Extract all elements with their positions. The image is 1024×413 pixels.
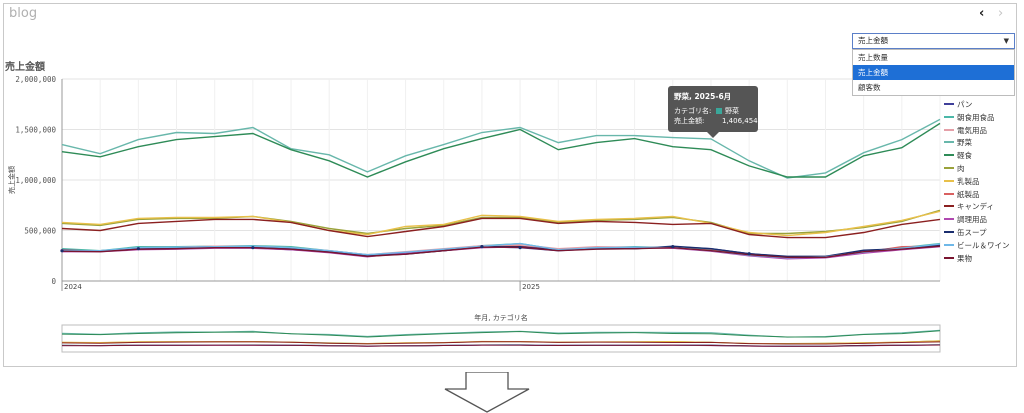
legend-line-icon — [944, 128, 954, 131]
legend-label: ビール＆ワイン — [957, 240, 1010, 250]
navigator-label: 年月, カテゴリ名 — [474, 313, 527, 322]
measure-select-menu: 売上数量売上金額顧客数 — [852, 49, 1015, 96]
legend-line-icon — [944, 218, 954, 221]
legend-label: 軽食 — [957, 151, 972, 161]
data-point — [480, 245, 484, 249]
tooltip-value: 1,406,454 — [722, 117, 758, 125]
tooltip-title: 野菜, 2025-6月 — [674, 92, 732, 101]
data-point — [671, 245, 675, 249]
legend-label: 果物 — [957, 253, 972, 263]
tooltip-row-amount: 売上金額: 1,406,454 — [674, 116, 758, 126]
data-point — [60, 249, 64, 253]
legend-label: パン — [957, 100, 973, 109]
legend-label: 調理用品 — [957, 215, 987, 225]
data-point — [518, 246, 522, 250]
series-swatch-icon — [716, 108, 722, 114]
measure-option[interactable]: 顧客数 — [858, 83, 881, 92]
chevron-down-icon: ▼ — [1003, 37, 1009, 45]
chart-title: 売上金額 — [5, 62, 45, 73]
series-line — [61, 217, 941, 239]
legend-label: 朝食用食品 — [957, 112, 995, 122]
tooltip-tail — [707, 132, 719, 138]
y-tick-label: 1,500,000 — [15, 126, 56, 135]
data-point — [136, 247, 140, 251]
tooltip-key: カテゴリ名: — [674, 107, 712, 115]
legend-line-icon — [944, 230, 954, 233]
series-line — [61, 209, 941, 235]
legend-label: キャンディ — [957, 202, 994, 212]
navigator-frame — [61, 324, 941, 353]
legend-item[interactable]: キャンディ — [944, 201, 1010, 214]
legend-line-icon — [944, 103, 954, 105]
legend-item[interactable]: 電気用品 — [944, 125, 1010, 138]
x-year-label: 2025 — [522, 283, 540, 291]
legend-item[interactable]: 野菜 — [944, 137, 1010, 150]
next-page-button[interactable]: › — [998, 6, 1004, 21]
y-tick-label: 1,000,000 — [15, 176, 56, 185]
legend-item[interactable]: 缶スープ — [944, 227, 1010, 240]
legend-item[interactable]: 調理用品 — [944, 214, 1010, 227]
page-title: blog — [9, 6, 38, 21]
legend-label: 野菜 — [957, 138, 972, 148]
legend-item[interactable]: 果物 — [944, 253, 1010, 266]
legend-item[interactable]: 紙製品 — [944, 189, 1010, 202]
tooltip-row-category: カテゴリ名: 野菜 — [674, 106, 752, 116]
measure-select-value: 売上金額 — [858, 36, 888, 45]
legend-line-icon — [944, 256, 954, 259]
legend-line-icon — [944, 141, 954, 144]
measure-option[interactable]: 売上金額 — [853, 65, 1014, 80]
legend-item[interactable]: ビール＆ワイン — [944, 240, 1010, 253]
legend-line-icon — [944, 154, 954, 157]
legend-label: 缶スープ — [957, 227, 987, 237]
series-line — [61, 118, 941, 179]
legend-item[interactable]: 乳製品 — [944, 176, 1010, 189]
legend-line-icon — [944, 115, 954, 118]
y-tick-label: 500,000 — [24, 227, 56, 236]
y-tick-label: 0 — [51, 277, 56, 286]
legend-item[interactable]: 朝食用食品 — [944, 112, 1010, 125]
legend-label: 紙製品 — [957, 189, 980, 199]
legend-line-icon — [944, 205, 954, 208]
tooltip-key: 売上金額: — [674, 117, 705, 125]
series-line — [61, 245, 941, 258]
measure-select[interactable]: 売上金額 ▼ — [852, 33, 1015, 49]
legend-line-icon — [944, 179, 954, 182]
legend-label: 肉 — [957, 163, 965, 173]
measure-option[interactable]: 売上数量 — [858, 53, 888, 62]
legend-label: 乳製品 — [957, 176, 980, 186]
arrow-down-icon — [444, 372, 530, 413]
legend-item[interactable]: パン — [944, 99, 1010, 112]
navigator-series-line — [62, 344, 941, 347]
legend-line-icon — [944, 243, 954, 246]
series-line — [61, 122, 941, 178]
legend-line-icon — [944, 192, 954, 195]
chart-legend: パン朝食用食品電気用品野菜軽食肉乳製品紙製品キャンディ調理用品缶スープビール＆ワ… — [944, 99, 1010, 265]
chart-tooltip: 野菜, 2025-6月 カテゴリ名: 野菜 売上金額: 1,406,454 — [668, 86, 758, 138]
data-point — [251, 246, 255, 250]
legend-line-icon — [944, 166, 954, 169]
legend-item[interactable]: 軽食 — [944, 150, 1010, 163]
legend-item[interactable]: 肉 — [944, 163, 1010, 176]
legend-label: 電気用品 — [957, 125, 987, 135]
prev-page-button[interactable]: ‹ — [979, 6, 985, 21]
blog-panel — [3, 3, 1017, 367]
series-line — [61, 210, 941, 237]
navigator-series-line — [61, 341, 941, 345]
tooltip-value: 野菜 — [725, 107, 739, 115]
x-year-label: 2024 — [64, 283, 82, 291]
y-axis-label: 売上金額 — [7, 166, 16, 194]
y-tick-label: 2,000,000 — [15, 75, 56, 84]
navigator-series-line — [61, 330, 941, 338]
data-point — [747, 252, 751, 256]
